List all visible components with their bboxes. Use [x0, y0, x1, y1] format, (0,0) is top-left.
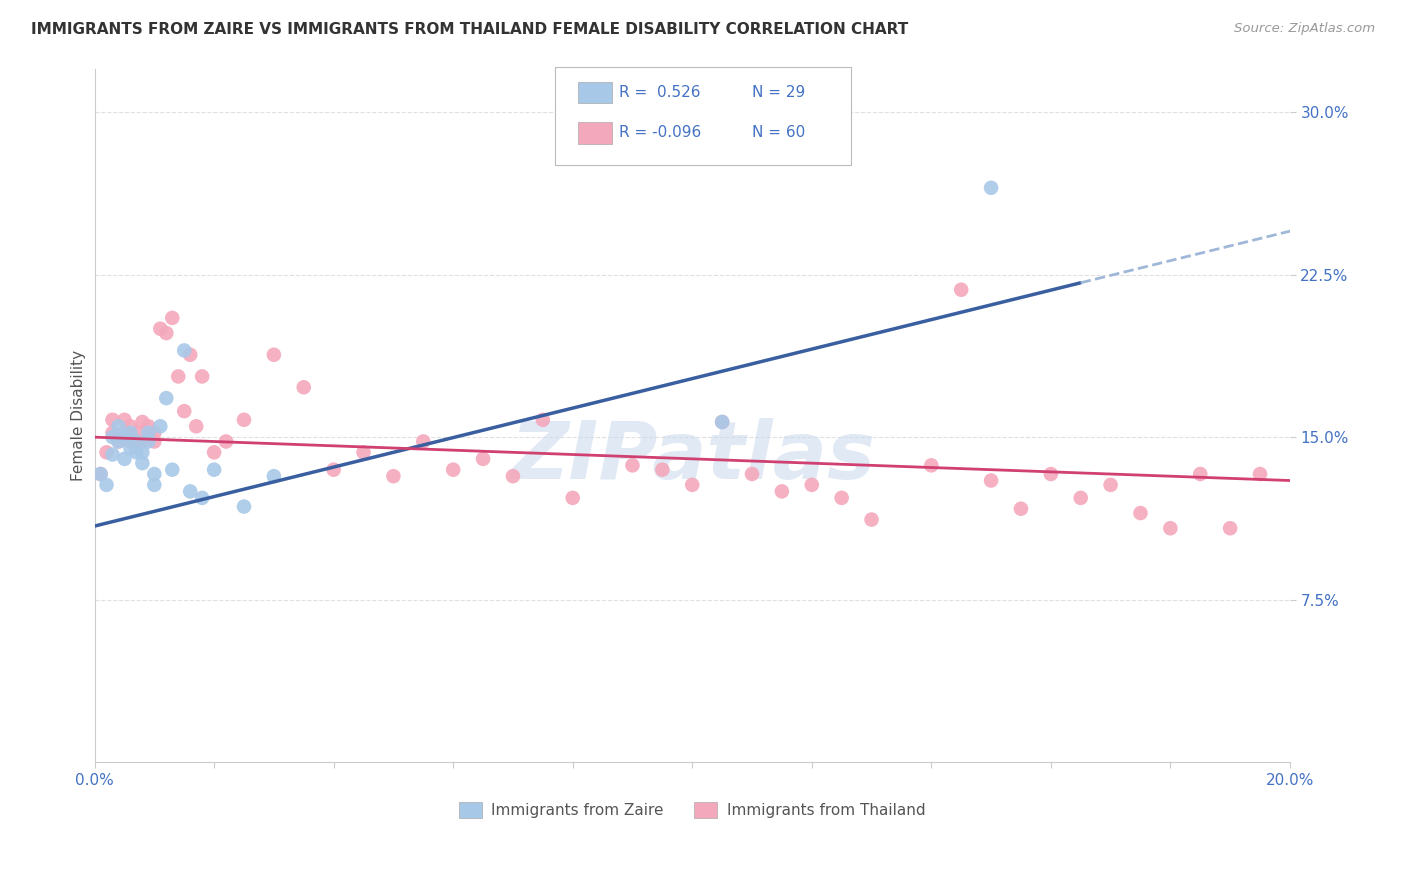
- Point: [1070, 491, 1092, 505]
- Text: R = -0.096: R = -0.096: [619, 126, 700, 140]
- Point: [131, 434, 153, 449]
- Point: [107, 434, 129, 449]
- Point: [143, 467, 166, 481]
- Point: [860, 512, 883, 526]
- Point: [167, 369, 190, 384]
- Point: [621, 458, 644, 473]
- Point: [149, 419, 172, 434]
- Point: [292, 380, 315, 394]
- Point: [263, 469, 285, 483]
- Point: [1010, 501, 1032, 516]
- Point: [101, 448, 124, 462]
- Point: [179, 348, 201, 362]
- Point: [90, 467, 112, 481]
- Point: [711, 415, 734, 429]
- Point: [441, 463, 464, 477]
- Point: [125, 434, 148, 449]
- Point: [561, 491, 583, 505]
- Point: [96, 478, 118, 492]
- Point: [651, 463, 673, 477]
- Point: [114, 451, 136, 466]
- Point: [173, 343, 195, 358]
- Point: [322, 463, 344, 477]
- Point: [1219, 521, 1241, 535]
- Point: [138, 425, 160, 440]
- Point: [1249, 467, 1271, 481]
- Point: [770, 484, 793, 499]
- Point: [162, 310, 184, 325]
- Point: [131, 415, 153, 429]
- Point: [90, 467, 112, 481]
- Point: [980, 181, 1002, 195]
- Point: [138, 430, 160, 444]
- Point: [138, 419, 160, 434]
- Legend: Immigrants from Zaire, Immigrants from Thailand: Immigrants from Zaire, Immigrants from T…: [453, 796, 931, 824]
- Point: [412, 434, 434, 449]
- Point: [502, 469, 524, 483]
- Point: [980, 474, 1002, 488]
- Point: [120, 441, 142, 455]
- Point: [155, 391, 177, 405]
- Point: [353, 445, 375, 459]
- Point: [1189, 467, 1212, 481]
- Point: [149, 322, 172, 336]
- Point: [531, 413, 554, 427]
- Point: [114, 413, 136, 427]
- Point: [173, 404, 195, 418]
- Point: [162, 463, 184, 477]
- Point: [1129, 506, 1152, 520]
- Point: [125, 434, 148, 449]
- Point: [233, 413, 256, 427]
- Point: [107, 434, 129, 449]
- Point: [155, 326, 177, 340]
- Point: [711, 415, 734, 429]
- Point: [125, 445, 148, 459]
- Point: [950, 283, 973, 297]
- Point: [1099, 478, 1122, 492]
- Point: [120, 434, 142, 449]
- Point: [101, 413, 124, 427]
- Point: [202, 463, 225, 477]
- Point: [472, 451, 495, 466]
- Point: [831, 491, 853, 505]
- Point: [143, 434, 166, 449]
- Point: [114, 430, 136, 444]
- Text: Source: ZipAtlas.com: Source: ZipAtlas.com: [1234, 22, 1375, 36]
- Y-axis label: Female Disability: Female Disability: [72, 350, 86, 481]
- Point: [202, 445, 225, 459]
- Point: [233, 500, 256, 514]
- Point: [120, 425, 142, 440]
- Point: [138, 434, 160, 449]
- Text: IMMIGRANTS FROM ZAIRE VS IMMIGRANTS FROM THAILAND FEMALE DISABILITY CORRELATION : IMMIGRANTS FROM ZAIRE VS IMMIGRANTS FROM…: [31, 22, 908, 37]
- Point: [101, 425, 124, 440]
- Text: R =  0.526: R = 0.526: [619, 86, 700, 100]
- Text: ZIPatlas: ZIPatlas: [510, 418, 875, 496]
- Point: [1039, 467, 1062, 481]
- Point: [120, 419, 142, 434]
- Point: [125, 425, 148, 440]
- Point: [179, 484, 201, 499]
- Point: [681, 478, 703, 492]
- Point: [131, 445, 153, 459]
- Point: [131, 456, 153, 470]
- Point: [263, 348, 285, 362]
- Point: [114, 425, 136, 440]
- Point: [191, 491, 214, 505]
- Point: [382, 469, 405, 483]
- Point: [741, 467, 763, 481]
- Point: [1159, 521, 1181, 535]
- Text: N = 60: N = 60: [752, 126, 806, 140]
- Point: [143, 478, 166, 492]
- Point: [800, 478, 823, 492]
- Point: [96, 445, 118, 459]
- Point: [107, 419, 129, 434]
- Point: [215, 434, 238, 449]
- Point: [920, 458, 942, 473]
- Point: [186, 419, 208, 434]
- Point: [143, 425, 166, 440]
- Text: N = 29: N = 29: [752, 86, 806, 100]
- Point: [101, 430, 124, 444]
- Point: [191, 369, 214, 384]
